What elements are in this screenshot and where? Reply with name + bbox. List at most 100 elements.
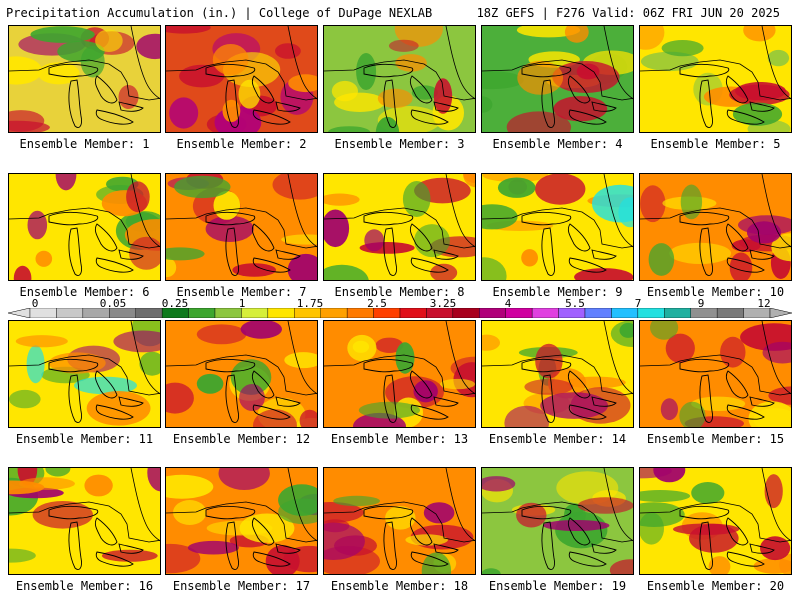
precip-region: [660, 398, 678, 421]
great-lake-outline: [749, 396, 775, 407]
great-lake-outline: [433, 249, 459, 260]
precipitation-field: [640, 321, 791, 427]
precip-region: [433, 78, 453, 114]
great-lake-outline: [568, 109, 607, 125]
great-lake-outline: [95, 257, 134, 273]
great-lake-outline: [251, 370, 275, 399]
precip-region: [166, 382, 194, 414]
colorbar-bin: [637, 308, 665, 318]
great-lake-outline: [205, 211, 256, 226]
great-lake-outline: [68, 521, 82, 570]
coastline: [603, 26, 633, 100]
precip-region: [377, 88, 413, 109]
precip-region: [388, 39, 419, 52]
great-lake-outline: [541, 521, 555, 570]
precip-region: [735, 82, 786, 101]
coastline: [287, 468, 317, 542]
precip-region: [576, 63, 600, 80]
great-lake-outline: [95, 109, 134, 125]
great-lake-outline: [410, 404, 449, 420]
precip-region: [48, 352, 106, 374]
precip-region: [333, 495, 380, 507]
precip-region: [166, 26, 211, 34]
great-lake-outline: [679, 63, 730, 78]
precip-region: [101, 549, 158, 562]
colorbar-bin: [241, 308, 269, 318]
precip-region: [9, 389, 41, 409]
colorbar-max-arrow: [769, 308, 792, 318]
precip-region: [26, 345, 45, 384]
great-lake-outline: [541, 79, 555, 128]
precip-region: [174, 175, 231, 199]
precip-region: [524, 379, 573, 395]
precip-region: [574, 268, 633, 280]
ensemble-member-label: Ensemble Member: 13: [330, 432, 469, 446]
great-lake-outline: [94, 223, 118, 252]
colorbar-bin: [716, 308, 744, 318]
precipitation-field: [324, 321, 475, 427]
ensemble-member-panel: Ensemble Member: 14: [481, 320, 634, 446]
great-lake-outline: [94, 75, 118, 104]
precip-region: [450, 356, 475, 380]
ensemble-member-label: Ensemble Member: 17: [172, 579, 311, 593]
country-border: [324, 207, 475, 249]
colorbar-tick-label: 1.75: [296, 297, 324, 310]
great-lake-outline: [383, 79, 397, 128]
precip-region: [331, 80, 358, 102]
precip-region: [86, 391, 151, 426]
great-lake-outline: [68, 227, 82, 276]
precipitation-field: [324, 26, 475, 132]
precipitation-field: [640, 174, 791, 280]
precip-region: [395, 342, 415, 374]
precipitation-field: [324, 468, 475, 574]
great-lake-outline: [699, 521, 713, 570]
great-lake-outline: [410, 551, 449, 567]
precip-region: [232, 263, 277, 277]
precip-region: [230, 359, 272, 395]
colorbar-tick-label: 7: [634, 297, 642, 310]
colorbar-bin: [267, 308, 295, 318]
great-lake-outline: [205, 505, 256, 520]
ensemble-member-panel: Ensemble Member: 8: [323, 173, 476, 299]
precip-region: [13, 265, 32, 280]
precipitation-field: [482, 468, 633, 574]
colorbar-bin: [135, 308, 163, 318]
country-border: [640, 207, 791, 249]
coastline: [287, 26, 317, 100]
precip-region: [640, 490, 691, 502]
great-lake-outline: [225, 79, 239, 128]
colorbar-bin: [399, 308, 427, 318]
precipitation-map: [639, 173, 792, 281]
ensemble-member-panel: Ensemble Member: 19: [481, 467, 634, 593]
colorbar-tick-label: 5.5: [565, 297, 585, 310]
colorbar-bin: [664, 308, 691, 318]
precip-region: [731, 239, 761, 252]
precip-region: [610, 321, 633, 347]
coastline: [761, 468, 791, 542]
ensemble-member-label: Ensemble Member: 10: [646, 285, 785, 299]
precip-region: [395, 54, 427, 72]
great-lake-outline: [48, 505, 99, 520]
country-border: [640, 501, 791, 543]
great-lake-outline: [118, 101, 144, 112]
precip-region: [9, 480, 45, 495]
precip-region: [265, 545, 300, 574]
precip-region: [553, 96, 608, 122]
precipitation-map: [639, 467, 792, 575]
colorbar: 0 0.05 0.25 1 1.75 2.5 3.25 4 5.5 7 9 12: [8, 297, 792, 319]
precipitation-field: [482, 321, 633, 427]
header-title: Precipitation Accumulation (in.) | Colle…: [6, 6, 433, 20]
great-lake-outline: [521, 358, 572, 373]
great-lake-outline: [749, 543, 775, 554]
precip-region: [166, 474, 214, 499]
ensemble-member-panel: Ensemble Member: 17: [165, 467, 318, 593]
great-lake-outline: [275, 101, 301, 112]
precipitation-field: [324, 174, 475, 280]
precip-region: [767, 49, 790, 67]
precip-region: [732, 102, 783, 126]
precip-region: [288, 74, 317, 93]
precip-region: [708, 556, 731, 574]
ensemble-member-panel: Ensemble Member: 3: [323, 25, 476, 151]
precip-region: [771, 233, 791, 262]
precip-region: [517, 60, 564, 95]
